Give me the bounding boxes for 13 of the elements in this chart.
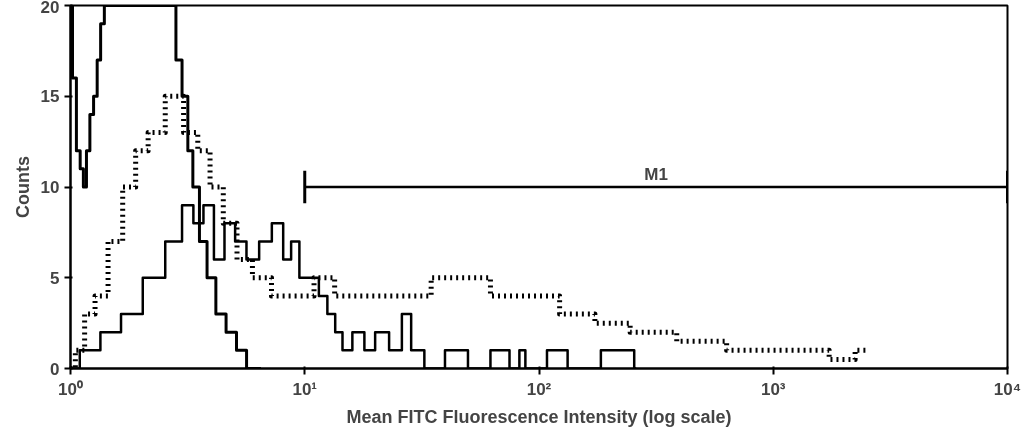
y-tick-label: 20: [40, 0, 60, 17]
x-tick-label: 10¹: [292, 379, 318, 399]
y-tick-label: 5: [50, 268, 60, 288]
y-tick-label: 15: [40, 87, 60, 107]
y-tick-label: 10: [40, 178, 60, 197]
x-tick-label: 10³: [760, 379, 786, 399]
series-label: M1: [644, 165, 668, 184]
y-axis-title: Counts: [12, 155, 33, 218]
x-tick-label: 10⁰: [58, 379, 83, 399]
x-tick-label: 10²: [526, 379, 552, 399]
y-tick-label: 0: [50, 359, 60, 379]
x-tick-label: 10⁴: [993, 379, 1022, 399]
x-axis-title: Mean FITC Fluorescence Intensity (log scale): [346, 406, 732, 427]
